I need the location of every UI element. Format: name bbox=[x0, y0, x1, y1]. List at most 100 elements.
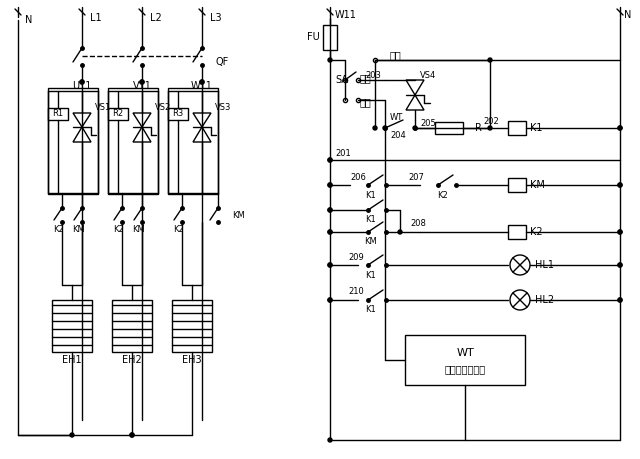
Text: KM: KM bbox=[364, 237, 376, 246]
Circle shape bbox=[618, 298, 622, 302]
Circle shape bbox=[488, 126, 492, 130]
Circle shape bbox=[328, 158, 332, 162]
Text: KM: KM bbox=[132, 225, 145, 235]
Text: 202: 202 bbox=[483, 118, 499, 127]
Circle shape bbox=[200, 80, 204, 84]
Text: 断开: 断开 bbox=[360, 73, 372, 83]
Circle shape bbox=[618, 230, 622, 234]
Circle shape bbox=[200, 80, 204, 84]
Text: K2: K2 bbox=[530, 227, 543, 237]
Bar bbox=[435, 122, 463, 134]
Bar bbox=[48, 108, 68, 120]
Text: K2: K2 bbox=[436, 190, 447, 200]
Circle shape bbox=[488, 58, 492, 62]
Bar bbox=[323, 25, 337, 50]
Bar bbox=[168, 108, 188, 120]
Text: L2: L2 bbox=[150, 13, 162, 23]
Circle shape bbox=[618, 263, 622, 267]
Text: W11: W11 bbox=[335, 10, 357, 20]
Circle shape bbox=[618, 183, 622, 187]
Circle shape bbox=[618, 183, 622, 187]
Polygon shape bbox=[406, 95, 424, 110]
Text: 204: 204 bbox=[390, 131, 406, 140]
Circle shape bbox=[328, 208, 332, 212]
Text: VS4: VS4 bbox=[420, 71, 436, 79]
Bar bbox=[112, 300, 152, 352]
Text: K1: K1 bbox=[365, 270, 376, 280]
Text: 209: 209 bbox=[348, 252, 364, 262]
Text: R1: R1 bbox=[52, 110, 63, 118]
Circle shape bbox=[510, 255, 530, 275]
Circle shape bbox=[328, 158, 332, 162]
Text: WT: WT bbox=[390, 113, 403, 123]
Text: K1: K1 bbox=[530, 123, 543, 133]
Polygon shape bbox=[406, 80, 424, 95]
Text: 201: 201 bbox=[335, 149, 351, 157]
Text: L3: L3 bbox=[210, 13, 221, 23]
Text: K1: K1 bbox=[365, 190, 376, 200]
Text: 手动: 手动 bbox=[390, 50, 402, 60]
Text: 208: 208 bbox=[410, 219, 426, 229]
Text: KM: KM bbox=[72, 225, 84, 235]
Text: K1: K1 bbox=[365, 215, 376, 224]
Polygon shape bbox=[73, 113, 91, 127]
Text: R3: R3 bbox=[172, 110, 184, 118]
Circle shape bbox=[328, 263, 332, 267]
Text: 206: 206 bbox=[350, 173, 366, 181]
Circle shape bbox=[328, 263, 332, 267]
Text: EH3: EH3 bbox=[182, 355, 202, 365]
Circle shape bbox=[328, 183, 332, 187]
Text: QF: QF bbox=[215, 57, 228, 67]
Text: R2: R2 bbox=[113, 110, 124, 118]
Circle shape bbox=[328, 208, 332, 212]
Circle shape bbox=[130, 433, 134, 437]
Polygon shape bbox=[133, 113, 151, 127]
Text: K1: K1 bbox=[365, 306, 376, 314]
Circle shape bbox=[328, 230, 332, 234]
Text: K2: K2 bbox=[173, 225, 184, 235]
Text: WT: WT bbox=[456, 348, 474, 358]
Circle shape bbox=[140, 80, 144, 84]
Bar bbox=[508, 121, 526, 135]
Text: KM: KM bbox=[232, 211, 244, 219]
Circle shape bbox=[80, 80, 84, 84]
Text: N: N bbox=[624, 10, 632, 20]
Circle shape bbox=[618, 263, 622, 267]
Text: HL2: HL2 bbox=[535, 295, 554, 305]
Bar bbox=[405, 335, 525, 385]
Text: EH2: EH2 bbox=[122, 355, 142, 365]
Text: 自动: 自动 bbox=[360, 97, 372, 107]
Text: 205: 205 bbox=[420, 118, 436, 128]
Text: 203: 203 bbox=[365, 71, 381, 79]
Text: 207: 207 bbox=[408, 173, 424, 181]
Text: SA: SA bbox=[335, 75, 348, 85]
Circle shape bbox=[130, 433, 134, 437]
Circle shape bbox=[373, 126, 377, 130]
Polygon shape bbox=[193, 113, 211, 127]
Bar bbox=[108, 88, 158, 194]
Circle shape bbox=[328, 230, 332, 234]
Bar bbox=[172, 300, 212, 352]
Text: K2: K2 bbox=[113, 225, 124, 235]
Polygon shape bbox=[193, 127, 211, 142]
Text: EH1: EH1 bbox=[62, 355, 82, 365]
Circle shape bbox=[140, 80, 144, 84]
Text: W11: W11 bbox=[191, 81, 213, 91]
Text: VS3: VS3 bbox=[215, 103, 232, 112]
Text: 210: 210 bbox=[348, 287, 364, 297]
Circle shape bbox=[328, 438, 332, 442]
Bar bbox=[52, 300, 92, 352]
Bar bbox=[48, 88, 98, 194]
Circle shape bbox=[398, 230, 402, 234]
Polygon shape bbox=[73, 127, 91, 142]
Circle shape bbox=[328, 298, 332, 302]
Circle shape bbox=[328, 298, 332, 302]
Circle shape bbox=[618, 126, 622, 130]
Text: U11: U11 bbox=[72, 81, 92, 91]
Circle shape bbox=[70, 433, 74, 437]
Bar bbox=[168, 88, 218, 194]
Circle shape bbox=[80, 80, 84, 84]
Circle shape bbox=[328, 58, 332, 62]
Bar bbox=[508, 225, 526, 239]
Text: R: R bbox=[475, 123, 482, 133]
